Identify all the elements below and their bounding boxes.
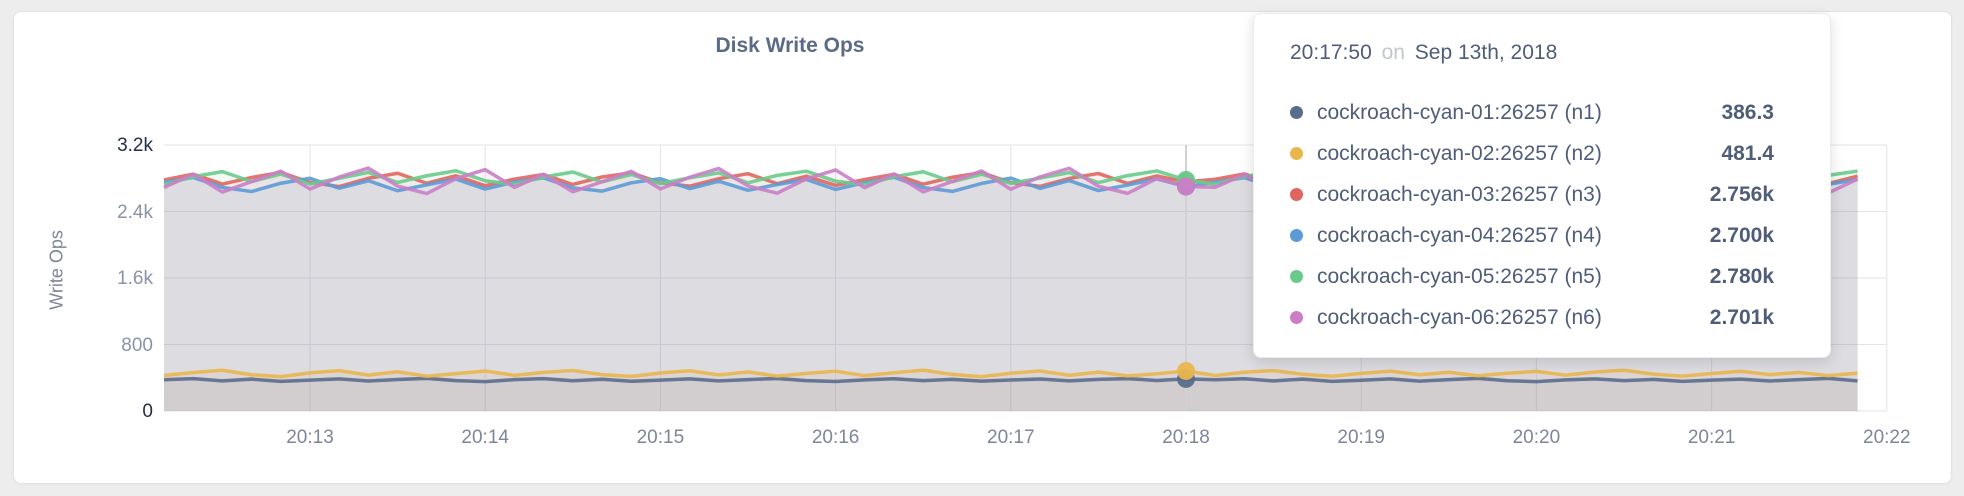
tooltip-series-name: cockroach-cyan-04:26257 (n4) [1317,223,1602,247]
series-line-n1[interactable] [163,376,1858,384]
hover-dot-n6 [1177,177,1195,196]
tooltip-series-name: cockroach-cyan-05:26257 (n5) [1317,264,1602,288]
hover-tooltip: 20:17:50 on Sep 13th, 2018 cockroach-cya… [1253,13,1831,358]
tooltip-date: Sep 13th, 2018 [1414,41,1558,64]
x-tick-label: 20:20 [1512,427,1561,448]
series-color-dot-icon [1290,188,1303,201]
y-tick-label: 3.2k [117,135,153,156]
tooltip-separator: on [1381,41,1405,64]
x-tick-label: 20:13 [286,427,334,448]
tooltip-series-name: cockroach-cyan-06:26257 (n6) [1317,305,1602,329]
tooltip-series-value: 2.756k [1709,182,1774,206]
tooltip-series-value: 2.700k [1709,223,1774,247]
x-tick-label: 20:18 [1162,427,1210,448]
chart-title: Disk Write Ops [715,34,865,57]
x-tick-label: 20:17 [987,427,1035,448]
tooltip-row: cockroach-cyan-05:26257 (n5) 2.780k [1290,256,1774,297]
series-color-dot-icon [1290,229,1303,242]
tooltip-series-name: cockroach-cyan-03:26257 (n3) [1317,182,1602,206]
series-line-n2[interactable] [163,368,1858,379]
tooltip-row: cockroach-cyan-02:26257 (n2) 481.4 [1290,133,1774,174]
x-tick-label: 20:22 [1863,427,1911,448]
x-tick-label: 20:15 [636,427,685,448]
tooltip-header: 20:17:50 on Sep 13th, 2018 [1290,36,1774,70]
y-tick-label: 800 [121,334,153,356]
tooltip-series-list: cockroach-cyan-01:26257 (n1) 386.3 cockroa… [1290,92,1774,338]
series-color-dot-icon [1290,270,1303,283]
x-tick-label: 20:16 [811,427,860,448]
tooltip-series-value: 386.3 [1721,100,1774,124]
series-area-n1 [164,378,1858,411]
tooltip-row: cockroach-cyan-06:26257 (n6) 2.701k [1290,297,1774,338]
hover-dot-n2 [1177,361,1195,380]
tooltip-series-name: cockroach-cyan-01:26257 (n1) [1317,100,1602,124]
y-tick-label: 1.6k [117,268,153,289]
y-tick-label: 2.4k [117,201,153,223]
x-tick-label: 20:14 [461,427,509,448]
tooltip-series-value: 481.4 [1721,141,1774,165]
tooltip-series-value: 2.780k [1709,264,1774,288]
series-color-dot-icon [1290,311,1303,324]
series-color-dot-icon [1290,106,1303,119]
tooltip-row: cockroach-cyan-04:26257 (n4) 2.700k [1290,215,1774,256]
tooltip-time: 20:17:50 [1290,41,1372,64]
tooltip-row: cockroach-cyan-01:26257 (n1) 386.3 [1290,92,1774,133]
series-color-dot-icon [1290,147,1303,160]
tooltip-series-name: cockroach-cyan-02:26257 (n2) [1317,141,1602,165]
x-tick-label: 20:21 [1687,427,1736,448]
x-tick-label: 20:19 [1337,427,1385,448]
tooltip-series-value: 2.701k [1709,305,1774,329]
y-tick-label: 0 [142,401,153,422]
tooltip-row: cockroach-cyan-03:26257 (n3) 2.756k [1290,174,1774,215]
